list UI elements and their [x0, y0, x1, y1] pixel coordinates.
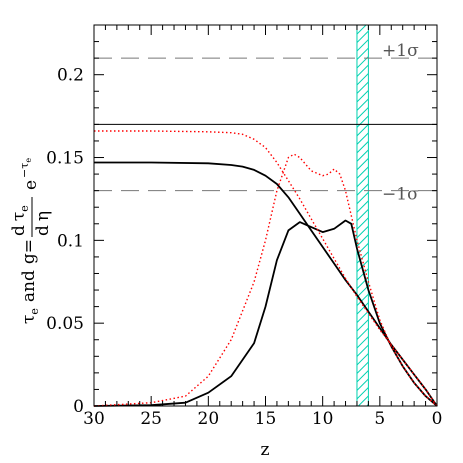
y-axis-title: τeandg= dτe dη e−τe — [9, 158, 53, 324]
y-title-exp-minus: − — [18, 169, 31, 178]
series-layer — [93, 130, 438, 407]
y-title-sub-e: e — [28, 308, 41, 315]
tick-labels-layer: 30 25 20 15 10 5 0 0 0.05 0.1 0.15 0.2 — [46, 66, 442, 429]
y-title-den-eta: η — [33, 211, 53, 221]
x-tick-label-3: 15 — [255, 409, 277, 429]
shaded-band-layer — [356, 24, 369, 407]
y-title-g: g — [19, 253, 39, 264]
series-line-0 — [94, 161, 438, 407]
shaded-band — [356, 24, 369, 407]
x-tick-label-5: 5 — [374, 409, 385, 429]
x-tick-label-1: 25 — [140, 409, 162, 429]
x-tick-label-2: 20 — [198, 409, 220, 429]
series-line-2 — [94, 130, 438, 407]
svg-text:dτe: dτe — [9, 205, 31, 236]
series-line-3 — [93, 153, 438, 407]
y-title-and: and — [19, 270, 39, 302]
y-tick-label-2: 0.1 — [57, 231, 84, 251]
svg-text:e−τe: e−τe — [18, 158, 41, 190]
y-tick-label-4: 0.2 — [57, 66, 84, 86]
x-tick-label-0: 30 — [83, 409, 105, 429]
y-title-exp-sub-e: e — [24, 158, 33, 163]
y-tick-label-1: 0.05 — [46, 314, 84, 334]
series-line-1 — [93, 219, 438, 407]
y-tick-label-0: 0 — [73, 397, 84, 417]
y-title-exp-e: e — [21, 180, 41, 190]
y-title-equals: = — [19, 239, 39, 253]
reference-lines-layer: +1σ −1σ — [94, 41, 437, 205]
y-tick-label-3: 0.15 — [46, 149, 84, 169]
svg-text:dη: dη — [33, 211, 53, 236]
y-title-den-d: d — [33, 225, 53, 236]
y-title-tau: τ — [19, 315, 39, 324]
sigma-label-2: −1σ — [382, 185, 419, 205]
ticks-layer — [93, 24, 438, 407]
y-title-num-d: d — [9, 225, 29, 236]
y-title-num-sub-e: e — [18, 205, 31, 212]
plot-frame — [93, 24, 438, 407]
y-title-exp-tau: τ — [18, 163, 31, 169]
sigma-label-0: +1σ — [382, 41, 419, 61]
x-tick-label-4: 10 — [312, 409, 334, 429]
x-tick-label-6: 0 — [432, 409, 443, 429]
x-axis-title: z — [261, 440, 270, 460]
y-title-num-tau: τ — [9, 212, 29, 221]
svg-text:τeandg=: τe and g= — [19, 239, 41, 324]
